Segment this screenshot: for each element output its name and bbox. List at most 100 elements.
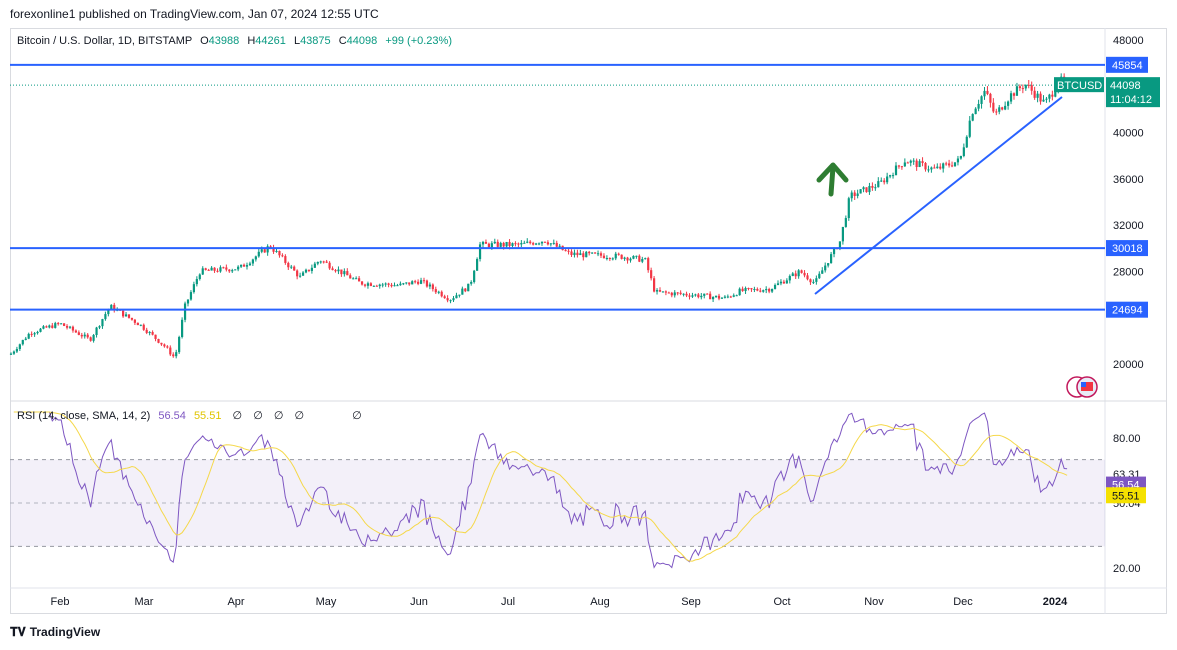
time-tick-label: Jun	[410, 596, 428, 608]
candle-body	[113, 304, 116, 311]
candle-body	[381, 284, 384, 286]
candle-body	[449, 300, 452, 302]
na-value-4: ∅	[294, 410, 305, 422]
candle-body	[136, 322, 139, 326]
candle-body	[673, 292, 676, 296]
candle-body	[101, 319, 104, 327]
candle-body	[909, 160, 912, 163]
time-tick-label: Jul	[501, 596, 515, 608]
flag-icon[interactable]	[1066, 376, 1098, 398]
candle-body	[594, 252, 597, 254]
candle-body	[355, 278, 358, 280]
candle-body	[1048, 94, 1051, 99]
level-tag	[1106, 240, 1148, 257]
candle-body	[266, 246, 269, 253]
candle-body	[1036, 93, 1039, 98]
candle-body	[455, 295, 458, 299]
candle-body	[496, 241, 499, 247]
candle-body	[871, 185, 874, 188]
candle-body	[440, 291, 443, 297]
candle-body	[86, 334, 89, 338]
candle-body	[284, 256, 287, 263]
symbol-description[interactable]: Bitcoin / U.S. Dollar, 1D, BITSTAMP	[17, 35, 193, 47]
candle-body	[402, 283, 405, 285]
chart-frame	[10, 28, 1167, 614]
rsi-title[interactable]: RSI (14, close, SMA, 14, 2)	[17, 410, 151, 422]
time-tick-label: Nov	[864, 596, 884, 608]
candle-body	[741, 288, 744, 292]
candle-body	[729, 296, 732, 298]
candle-body	[42, 326, 45, 329]
candle-body	[688, 295, 691, 297]
candle-body	[98, 326, 101, 328]
candle-body	[800, 270, 803, 273]
candle-body	[77, 332, 80, 335]
rsi-tick-label: 80.00	[1113, 433, 1141, 445]
candle-body	[12, 351, 16, 354]
candle-body	[676, 292, 679, 294]
candle-body	[231, 270, 234, 272]
candle-body	[517, 243, 520, 245]
candle-body	[968, 120, 971, 137]
candle-body	[396, 285, 399, 287]
candle-body	[363, 284, 367, 286]
candle-body	[579, 253, 582, 256]
candle-body	[576, 252, 579, 256]
candle-body	[225, 267, 228, 270]
candle-body	[470, 282, 473, 284]
candle-body	[124, 314, 128, 317]
sma-value-tag-text: 55.51	[1112, 490, 1140, 502]
candle-body	[759, 290, 762, 292]
candle-body	[163, 344, 166, 347]
candle-body	[918, 161, 921, 168]
candle-body	[977, 103, 980, 109]
candle-body	[771, 288, 774, 292]
tradingview-logo[interactable]: 𝐓𝐕 TradingView	[10, 625, 100, 640]
candle-body	[1018, 86, 1021, 89]
trend-line[interactable]	[814, 96, 1063, 295]
candle-body	[514, 243, 517, 245]
candle-body	[608, 258, 611, 260]
candle-body	[210, 267, 213, 271]
candle-body	[186, 299, 190, 304]
candle-body	[626, 257, 629, 261]
candle-body	[511, 243, 514, 246]
candle-body	[316, 261, 319, 264]
current-price-text: 44098	[1110, 80, 1141, 92]
candle-body	[431, 284, 434, 290]
candle-body	[122, 310, 125, 317]
candle-body	[399, 283, 402, 286]
candle-body	[558, 245, 561, 247]
candle-body	[664, 291, 667, 293]
current-price-tag[interactable]: BTCUSD 44098 11:04:12	[1054, 77, 1160, 108]
candle-body	[310, 267, 313, 271]
candle-body	[369, 283, 372, 286]
candle-body	[467, 283, 470, 292]
change-value: +99 (+0.23%)	[385, 35, 452, 47]
low-value: 43875	[300, 35, 331, 47]
candle-body	[714, 295, 718, 298]
candle-body	[1024, 84, 1027, 89]
candle-body	[127, 314, 131, 318]
candle-body	[697, 294, 700, 298]
candle-body	[694, 294, 697, 296]
candle-body	[717, 295, 721, 299]
candle-body	[791, 273, 794, 276]
candle-body	[275, 250, 278, 252]
candle-body	[65, 325, 69, 328]
candle-body	[921, 161, 924, 164]
candle-body	[948, 163, 951, 166]
candle-body	[768, 289, 771, 292]
candle-body	[540, 241, 544, 244]
candle-body	[281, 255, 284, 257]
candle-body	[897, 165, 901, 167]
close-label: C	[338, 35, 347, 47]
candle-body	[260, 249, 263, 252]
rsi-line[interactable]	[13, 411, 1068, 569]
candle-body	[63, 323, 66, 326]
current-symbol-text: BTCUSD	[1057, 80, 1102, 92]
candle-body	[27, 333, 30, 339]
candle-body	[80, 334, 83, 337]
candle-body	[204, 268, 207, 270]
